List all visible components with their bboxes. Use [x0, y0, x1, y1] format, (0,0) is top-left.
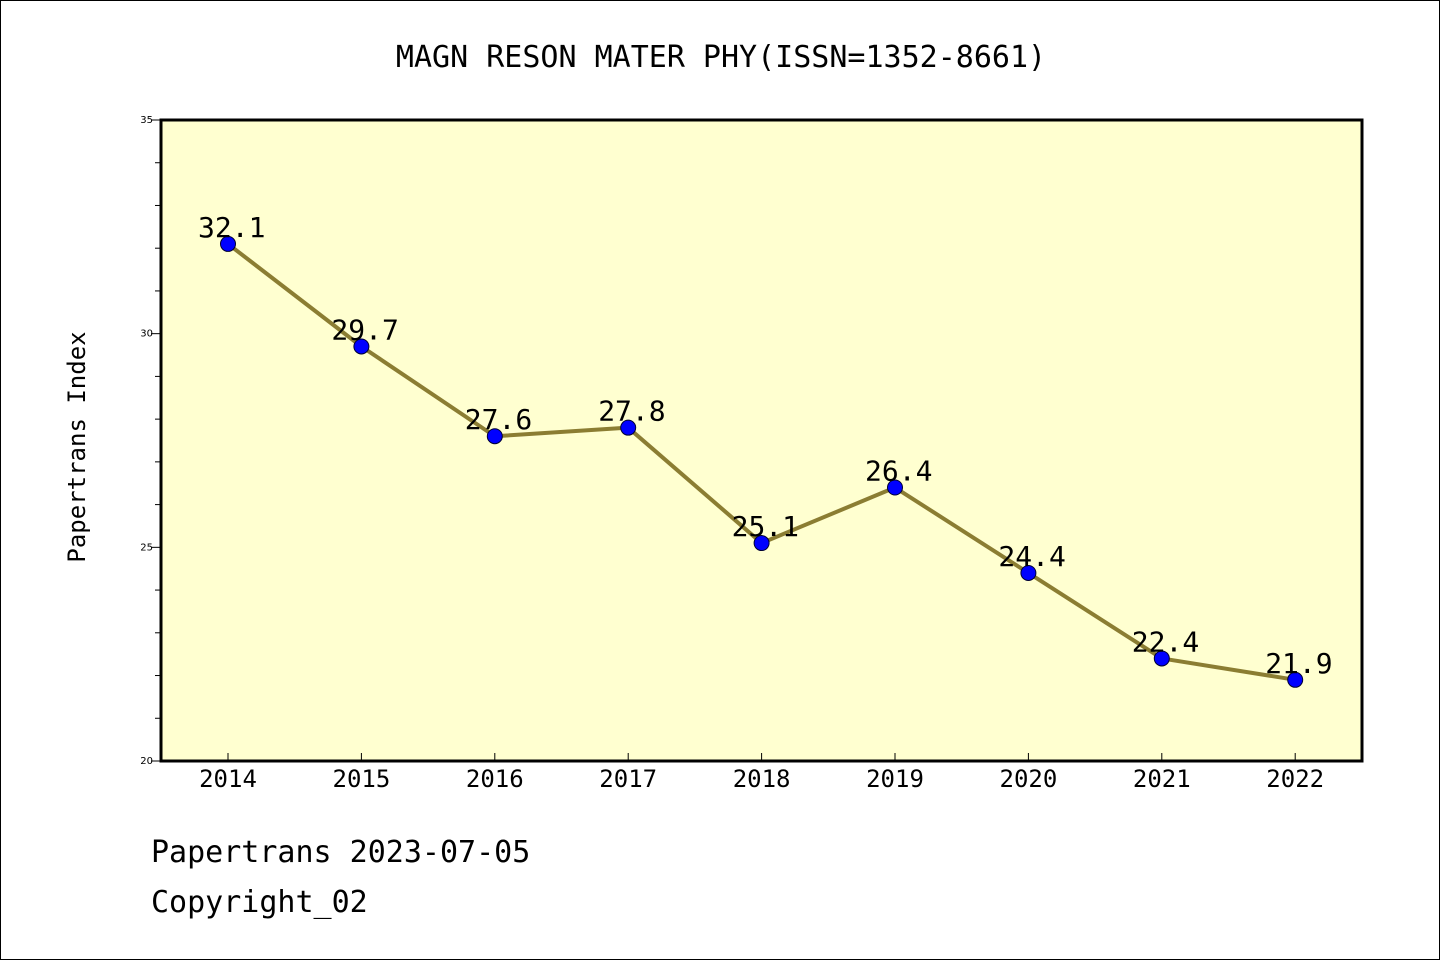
x-tick-label: 2015	[333, 765, 391, 793]
x-tick-label: 2021	[1133, 765, 1191, 793]
y-tick-label: 20	[140, 756, 153, 767]
data-label: 27.8	[598, 395, 665, 428]
footer-copyright: Copyright_02	[151, 885, 368, 920]
y-axis-label: Papertrans Index	[63, 331, 91, 562]
data-point	[486, 428, 503, 445]
chart-title: MAGN RESON MATER PHY(ISSN=1352-8661)	[396, 40, 1046, 75]
data-label: 24.4	[998, 540, 1065, 573]
data-label: 21.9	[1265, 647, 1332, 680]
data-point	[1287, 671, 1304, 688]
data-point	[1020, 564, 1037, 581]
x-axis-ticks: 2014 2015 2016 2017 2018 2019 2020 2021 2022	[199, 753, 1324, 793]
x-tick-label: 2020	[1000, 765, 1058, 793]
data-point	[1153, 650, 1170, 667]
x-tick-label: 2018	[733, 765, 791, 793]
data-point	[220, 235, 236, 252]
y-tick-label: 25	[140, 542, 153, 553]
data-point	[887, 479, 903, 496]
data-label: 22.4	[1132, 625, 1199, 658]
data-label: 25.1	[732, 510, 799, 543]
x-tick-label: 2022	[1266, 765, 1324, 793]
plot-area	[159, 118, 1364, 763]
data-point	[353, 338, 370, 355]
series-layer: 32.1 29.7 27.6 27.8 25.1 26.4 24.4 22.4 21.9	[198, 211, 1333, 688]
data-label: 26.4	[865, 455, 932, 488]
data-point	[753, 535, 770, 552]
y-axis-ticks: 20 25 30 35	[140, 115, 161, 767]
footer-date: Papertrans 2023-07-05	[151, 835, 531, 870]
data-label: 32.1	[198, 211, 265, 244]
x-tick-label: 2017	[599, 765, 657, 793]
x-tick-label: 2019	[866, 765, 924, 793]
x-tick-label: 2014	[199, 765, 257, 793]
x-tick-label: 2016	[466, 765, 524, 793]
y-tick-label: 35	[140, 115, 153, 126]
data-label: 29.7	[331, 313, 398, 346]
data-label: 27.6	[465, 403, 532, 436]
data-point	[620, 419, 637, 436]
y-tick-label: 30	[140, 329, 153, 340]
